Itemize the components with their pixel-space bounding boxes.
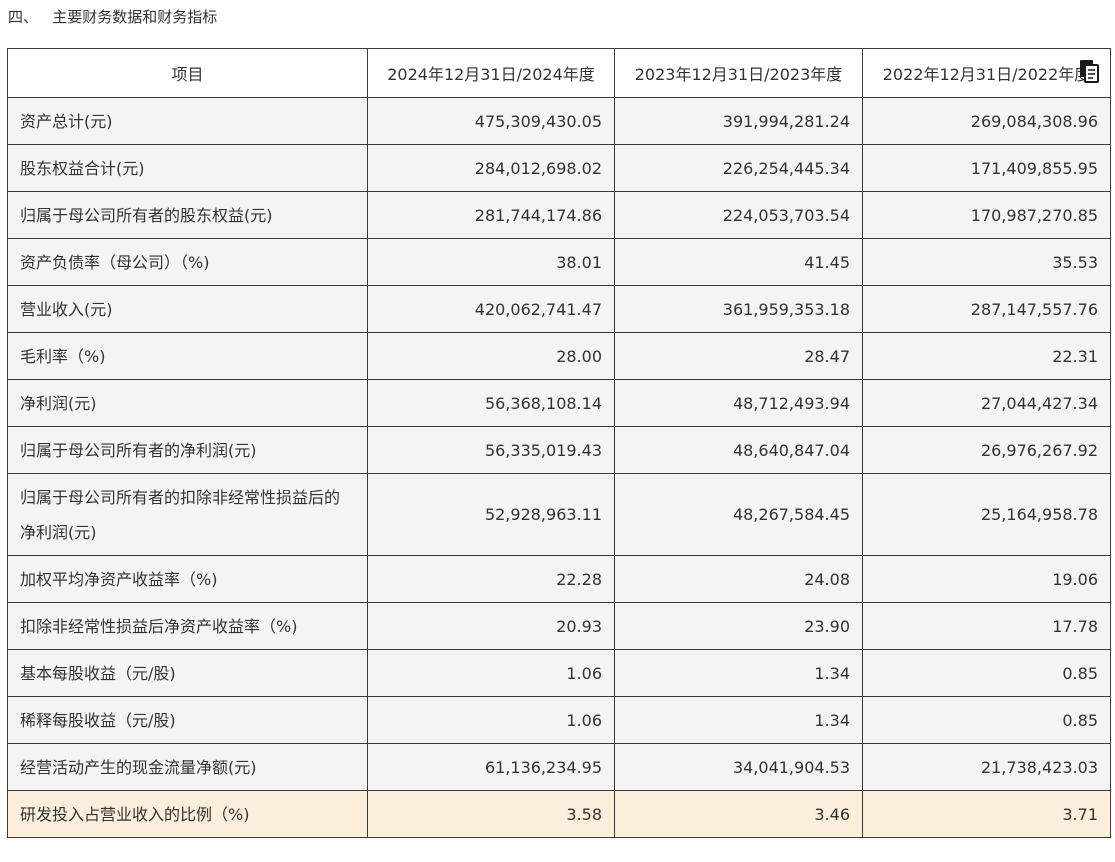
header-item: 项目 — [7, 48, 368, 98]
table-row: 股东权益合计(元) 284,012,698.02 226,254,445.34 171… — [7, 144, 1111, 192]
table-row: 加权平均净资产收益率（%) 22.28 24.08 19.06 — [7, 555, 1111, 603]
value-2024: 475,309,430.05 — [367, 97, 615, 145]
table-row: 基本每股收益（元/股) 1.06 1.34 0.85 — [7, 649, 1111, 697]
value-2024: 420,062,741.47 — [367, 285, 615, 333]
value-2023: 48,640,847.04 — [614, 426, 863, 474]
value-2022: 3.71 — [862, 790, 1111, 838]
value-2022: 25,164,958.78 — [862, 473, 1111, 556]
value-2024: 1.06 — [367, 649, 615, 697]
value-2022: 27,044,427.34 — [862, 379, 1111, 427]
table-row: 归属于母公司所有者的净利润(元) 56,335,019.43 48,640,847.… — [7, 426, 1111, 474]
row-label: 扣除非经常性损益后净资产收益率（%) — [7, 602, 368, 650]
row-label: 基本每股收益（元/股) — [7, 649, 368, 697]
value-2023: 1.34 — [614, 696, 863, 744]
value-2022: 22.31 — [862, 332, 1111, 380]
value-2023: 3.46 — [614, 790, 863, 838]
row-label: 毛利率（%) — [7, 332, 368, 380]
value-2022: 0.85 — [862, 696, 1111, 744]
table-row: 毛利率（%) 28.00 28.47 22.31 — [7, 332, 1111, 380]
table-row: 营业收入(元) 420,062,741.47 361,959,353.18 287,1… — [7, 285, 1111, 333]
value-2023: 23.90 — [614, 602, 863, 650]
table-header-row: 项目 2024年12月31日/2024年度 2023年12月31日/2023年度… — [7, 48, 1111, 98]
row-label: 加权平均净资产收益率（%) — [7, 555, 368, 603]
row-label: 归属于母公司所有者的扣除非经常性损益后的净利润(元) — [7, 473, 368, 556]
value-2024: 281,744,174.86 — [367, 191, 615, 239]
financial-data-table: 项目 2024年12月31日/2024年度 2023年12月31日/2023年度… — [7, 48, 1111, 838]
row-label: 资产负债率（母公司）（%) — [7, 238, 368, 286]
value-2023: 41.45 — [614, 238, 863, 286]
value-2022: 19.06 — [862, 555, 1111, 603]
row-label: 归属于母公司所有者的净利润(元) — [7, 426, 368, 474]
row-label: 研发投入占营业收入的比例（%) — [7, 790, 368, 838]
table-row: 研发投入占营业收入的比例（%) 3.58 3.46 3.71 — [7, 790, 1111, 838]
value-2024: 20.93 — [367, 602, 615, 650]
value-2023: 48,712,493.94 — [614, 379, 863, 427]
value-2024: 3.58 — [367, 790, 615, 838]
value-2022: 0.85 — [862, 649, 1111, 697]
value-2024: 28.00 — [367, 332, 615, 380]
value-2022: 269,084,308.96 — [862, 97, 1111, 145]
value-2023: 226,254,445.34 — [614, 144, 863, 192]
row-label: 净利润(元) — [7, 379, 368, 427]
value-2023: 1.34 — [614, 649, 863, 697]
value-2022: 26,976,267.92 — [862, 426, 1111, 474]
value-2023: 34,041,904.53 — [614, 743, 863, 791]
table-row: 净利润(元) 56,368,108.14 48,712,493.94 27,044,4… — [7, 379, 1111, 427]
row-label: 经营活动产生的现金流量净额(元) — [7, 743, 368, 791]
value-2024: 38.01 — [367, 238, 615, 286]
row-label: 营业收入(元) — [7, 285, 368, 333]
table-row: 扣除非经常性损益后净资产收益率（%) 20.93 23.90 17.78 — [7, 602, 1111, 650]
value-2022: 171,409,855.95 — [862, 144, 1111, 192]
header-2022-cell: 2022年12月31日/2022年度 — [862, 48, 1111, 98]
table-row: 归属于母公司所有者的股东权益(元) 281,744,174.86 224,053,7… — [7, 191, 1111, 239]
header-2024: 2024年12月31日/2024年度 — [367, 48, 615, 98]
value-2022: 17.78 — [862, 602, 1111, 650]
value-2024: 56,368,108.14 — [367, 379, 615, 427]
value-2023: 361,959,353.18 — [614, 285, 863, 333]
value-2023: 28.47 — [614, 332, 863, 380]
value-2022: 287,147,557.76 — [862, 285, 1111, 333]
value-2024: 52,928,963.11 — [367, 473, 615, 556]
value-2023: 24.08 — [614, 555, 863, 603]
value-2024: 56,335,019.43 — [367, 426, 615, 474]
value-2022: 170,987,270.85 — [862, 191, 1111, 239]
row-label: 股东权益合计(元) — [7, 144, 368, 192]
value-2024: 1.06 — [367, 696, 615, 744]
value-2022: 35.53 — [862, 238, 1111, 286]
table-row: 归属于母公司所有者的扣除非经常性损益后的净利润(元) 52,928,963.11 4… — [7, 473, 1111, 556]
header-2022: 2022年12月31日/2022年度 — [882, 65, 1091, 84]
value-2024: 22.28 — [367, 555, 615, 603]
row-label: 归属于母公司所有者的股东权益(元) — [7, 191, 368, 239]
value-2024: 284,012,698.02 — [367, 144, 615, 192]
value-2022: 21,738,423.03 — [862, 743, 1111, 791]
table-row: 资产总计(元) 475,309,430.05 391,994,281.24 269,0… — [7, 97, 1111, 145]
copy-icon[interactable] — [1078, 58, 1100, 84]
value-2023: 224,053,703.54 — [614, 191, 863, 239]
header-2023: 2023年12月31日/2023年度 — [614, 48, 863, 98]
table-row: 稀释每股收益（元/股) 1.06 1.34 0.85 — [7, 696, 1111, 744]
row-label: 稀释每股收益（元/股) — [7, 696, 368, 744]
value-2024: 61,136,234.95 — [367, 743, 615, 791]
section-title: 四、 主要财务数据和财务指标 — [8, 8, 218, 26]
table-body: 资产总计(元) 475,309,430.05 391,994,281.24 269,0… — [7, 97, 1111, 838]
value-2023: 48,267,584.45 — [614, 473, 863, 556]
table-row: 经营活动产生的现金流量净额(元) 61,136,234.95 34,041,904.… — [7, 743, 1111, 791]
row-label: 资产总计(元) — [7, 97, 368, 145]
table-row: 资产负债率（母公司）（%) 38.01 41.45 35.53 — [7, 238, 1111, 286]
value-2023: 391,994,281.24 — [614, 97, 863, 145]
